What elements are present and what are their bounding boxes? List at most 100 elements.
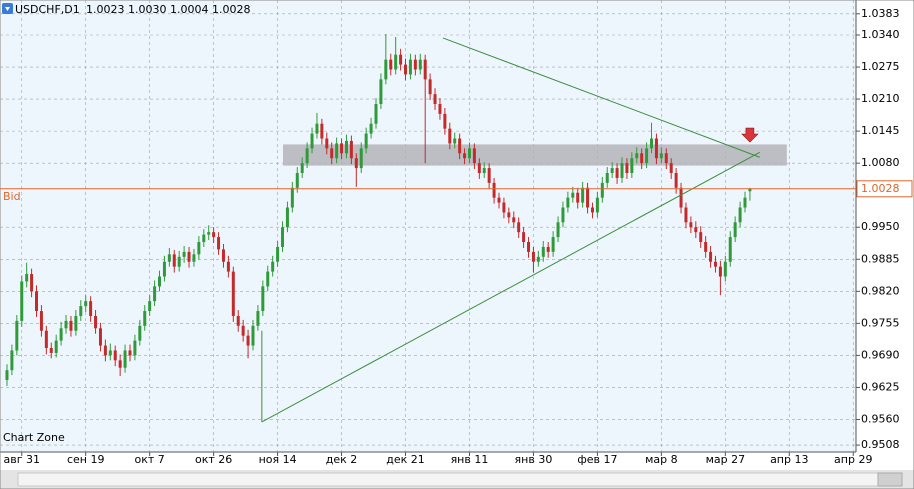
candle-body xyxy=(143,311,147,326)
candle-body xyxy=(713,261,717,267)
candle-body xyxy=(177,256,181,267)
candle-body xyxy=(246,335,250,346)
candle-body xyxy=(310,133,314,149)
candle-body xyxy=(433,94,437,105)
candle-body xyxy=(369,123,373,134)
time-axis xyxy=(0,452,914,470)
x-tick-label: ноя 14 xyxy=(259,453,297,466)
trend-line xyxy=(261,151,761,423)
candle-body xyxy=(399,54,403,65)
candle-body xyxy=(54,340,58,353)
y-tick-label: 1.0210 xyxy=(861,92,900,105)
x-tick-label: окт 7 xyxy=(135,453,165,466)
candle-body xyxy=(74,315,78,331)
candle-body xyxy=(59,328,63,341)
candle-body xyxy=(281,227,285,247)
x-tick-label: дек 2 xyxy=(326,453,358,466)
candle-body xyxy=(522,232,526,243)
candle-body xyxy=(689,222,693,228)
candle-body xyxy=(556,222,560,238)
plot-area xyxy=(0,0,856,452)
candle-body xyxy=(428,79,432,95)
x-tick-label: фев 17 xyxy=(577,453,617,466)
candle-body xyxy=(118,360,122,368)
candle-body xyxy=(394,54,398,70)
candle-body xyxy=(231,271,235,316)
y-tick-label: 0.9625 xyxy=(861,380,900,393)
candle-body xyxy=(39,311,43,331)
candle-body xyxy=(546,246,550,252)
candle-body xyxy=(625,163,629,174)
candle-body xyxy=(561,207,565,223)
candle-body xyxy=(241,325,245,336)
open-label: 1.0023 xyxy=(86,3,125,16)
candle-body xyxy=(349,140,353,159)
candle-body xyxy=(679,187,683,208)
candle-body xyxy=(733,222,737,238)
candle-body xyxy=(167,254,171,262)
x-tick-label: апр 29 xyxy=(834,453,872,466)
candle-body xyxy=(615,168,619,178)
y-tick-label: 0.9508 xyxy=(861,438,900,451)
candle-body xyxy=(261,286,265,312)
candle-body xyxy=(320,123,324,139)
candle-body xyxy=(413,59,417,70)
candle-body xyxy=(541,246,545,257)
corner-label: Chart Zone xyxy=(3,431,65,444)
candle-body xyxy=(581,187,585,203)
bid-price-box xyxy=(856,180,913,198)
candle-body xyxy=(172,254,176,267)
candle-body xyxy=(25,274,29,282)
icon-arrow xyxy=(5,7,10,11)
y-tick-label: 1.0145 xyxy=(861,124,900,137)
candle-body xyxy=(630,158,634,174)
candle-body xyxy=(359,148,363,169)
candle-body xyxy=(300,163,304,174)
y-tick-label: 0.9885 xyxy=(861,252,900,265)
candle-body xyxy=(551,237,555,252)
candle-body xyxy=(379,79,383,105)
candle-body xyxy=(443,113,447,129)
candle-body xyxy=(108,350,112,356)
x-tick-label: авг 31 xyxy=(3,453,40,466)
candle-body xyxy=(20,281,24,321)
candle-body xyxy=(335,143,339,159)
candle-body xyxy=(305,148,309,164)
scroll-track[interactable] xyxy=(17,472,879,487)
high-label: 1.0030 xyxy=(128,3,167,16)
x-tick-label: окт 26 xyxy=(195,453,232,466)
candle-body xyxy=(640,153,644,164)
x-tick-label: дек 21 xyxy=(386,453,425,466)
candle-body xyxy=(148,301,152,312)
candle-body xyxy=(482,168,486,174)
candle-body xyxy=(497,197,501,203)
candle-body xyxy=(590,207,594,213)
candle-body xyxy=(674,173,678,188)
candle-body xyxy=(463,153,467,159)
x-tick-label: апр 13 xyxy=(770,453,808,466)
candle-body xyxy=(492,182,496,198)
zone xyxy=(283,144,787,166)
candle-body xyxy=(728,237,732,262)
candle-body xyxy=(15,320,19,351)
y-tick-label: 1.0383 xyxy=(861,7,900,20)
candle-body xyxy=(664,153,668,164)
candle-body xyxy=(330,148,334,159)
candle-body xyxy=(684,207,688,223)
candle-body xyxy=(84,301,88,307)
candle-body xyxy=(256,311,260,326)
candle-body xyxy=(384,59,388,80)
candle-body xyxy=(669,163,673,174)
candle-body xyxy=(374,104,378,124)
candle-body xyxy=(103,345,107,356)
candle-body xyxy=(571,192,575,198)
candle-body xyxy=(408,59,412,75)
scroll-thumb[interactable] xyxy=(877,472,903,487)
trend-line xyxy=(442,37,760,158)
candle-body xyxy=(271,261,275,272)
candle-body xyxy=(605,173,609,183)
candle-body xyxy=(586,187,590,208)
candle-body xyxy=(35,291,39,312)
candle-body xyxy=(576,192,580,203)
